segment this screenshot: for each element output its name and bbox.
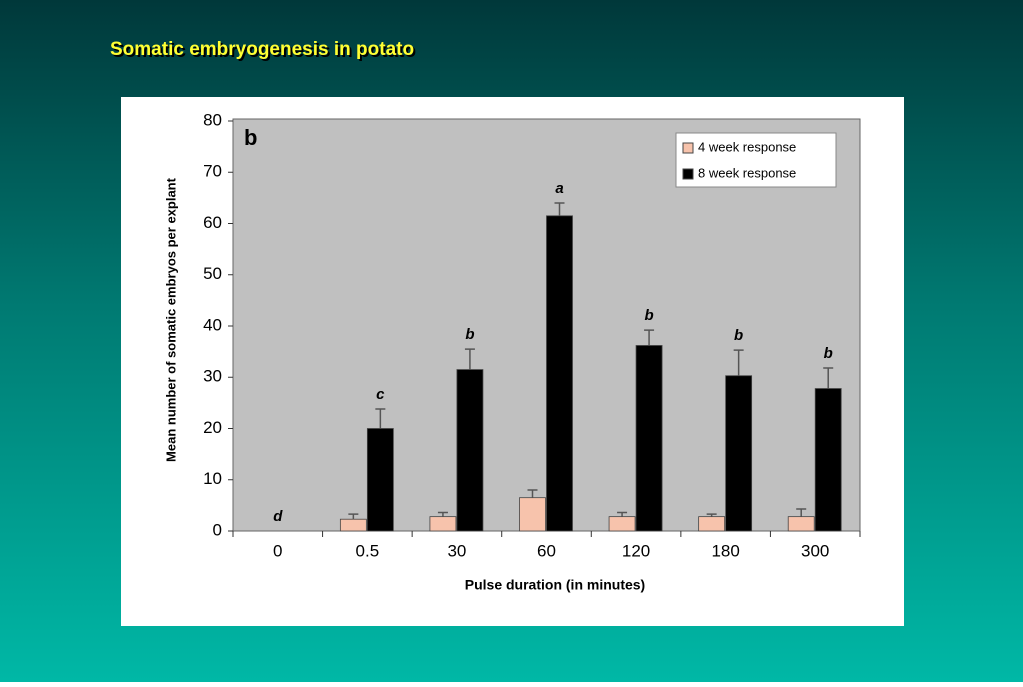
bar	[725, 375, 753, 532]
error-bar	[375, 408, 386, 429]
bar	[698, 516, 726, 532]
bar	[366, 428, 394, 532]
title-shadow: Somatic embryogenesis in potato	[112, 41, 416, 62]
x-axis-label: Pulse duration (in minutes)	[465, 577, 645, 593]
legend-label: 8 week response	[698, 165, 796, 180]
x-tick-label: 0.5	[356, 541, 380, 560]
y-tick-label: 20	[203, 418, 222, 437]
x-tick-label: 0	[273, 541, 282, 560]
x-tick-label: 30	[447, 541, 466, 560]
significance-letter: c	[376, 386, 385, 403]
error-bar	[527, 489, 538, 498]
legend	[675, 132, 837, 188]
significance-letter: b	[824, 345, 833, 362]
error-bar	[706, 513, 717, 517]
bar	[429, 516, 457, 532]
slide-title: Somatic embryogenesis in potato	[110, 39, 414, 60]
legend-label: 4 week response	[698, 139, 796, 154]
bar	[546, 215, 573, 532]
legend-swatch	[682, 142, 694, 154]
y-tick-label: 50	[203, 264, 222, 283]
bar	[519, 497, 546, 532]
y-tick-label: 80	[203, 110, 222, 129]
error-bar	[437, 511, 448, 517]
error-bar	[554, 202, 565, 216]
significance-letter: d	[273, 508, 283, 525]
bar	[608, 516, 636, 532]
bar	[787, 516, 815, 532]
y-axis-label: Mean number of somatic embryos per expla…	[163, 177, 178, 462]
y-tick-label: 60	[203, 213, 222, 232]
y-tick-label: 30	[203, 367, 222, 386]
legend-swatch	[682, 168, 694, 180]
significance-letter: a	[555, 180, 563, 197]
panel-label: b	[244, 125, 257, 150]
x-tick-label: 300	[801, 541, 829, 560]
y-tick-label: 0	[213, 520, 222, 539]
error-bar	[733, 349, 744, 376]
bar	[456, 369, 484, 532]
error-bar	[644, 329, 655, 346]
x-tick-label: 60	[537, 541, 556, 560]
error-bar	[823, 367, 834, 389]
error-bar	[796, 508, 807, 517]
y-tick-label: 40	[203, 315, 222, 334]
x-tick-label: 180	[711, 541, 739, 560]
y-tick-label: 10	[203, 469, 222, 488]
error-bar	[617, 511, 628, 517]
bar	[339, 518, 367, 532]
significance-letter: b	[465, 326, 474, 343]
error-bar	[464, 348, 475, 370]
bar	[814, 388, 842, 532]
significance-letter: b	[734, 327, 743, 344]
significance-letter: b	[644, 307, 653, 324]
x-tick-label: 120	[622, 541, 650, 560]
bar	[635, 345, 663, 532]
error-bar	[348, 513, 359, 520]
y-tick-label: 70	[203, 162, 222, 181]
